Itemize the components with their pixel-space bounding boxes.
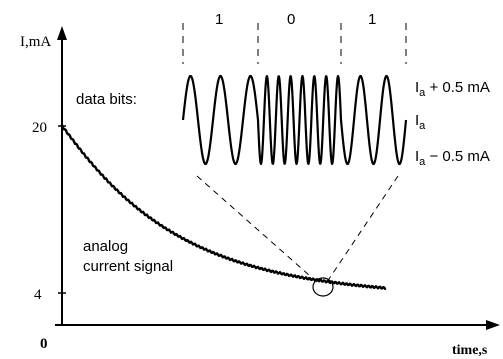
level-lower-suffix: − 0.5 mA	[425, 148, 490, 165]
zoom-line-right	[327, 176, 398, 282]
analog-label-line2: current signal	[83, 258, 173, 275]
level-upper-label: Ia + 0.5 mA	[415, 79, 490, 99]
level-lower-label: Ia − 0.5 mA	[415, 148, 490, 168]
fsk-waveform	[183, 76, 406, 164]
level-mid-label: Ia	[415, 112, 426, 132]
bit-label-3: 1	[368, 11, 376, 28]
y-axis-label: I,mA	[20, 34, 51, 50]
level-mid-sub: a	[419, 120, 426, 132]
analog-label-line1: analog	[83, 238, 128, 255]
y-tick-label-4: 4	[34, 287, 42, 303]
bit-label-2: 0	[287, 11, 295, 28]
x-axis-label: time,s	[452, 343, 488, 358]
y-tick-label-20: 20	[32, 120, 47, 136]
data-bits-label: data bits:	[76, 91, 137, 108]
bit-label-1: 1	[215, 11, 223, 28]
x-axis-arrowhead	[486, 320, 500, 330]
origin-label: 0	[40, 336, 48, 352]
y-axis-arrowhead	[57, 26, 67, 40]
level-upper-suffix: + 0.5 mA	[425, 79, 490, 96]
